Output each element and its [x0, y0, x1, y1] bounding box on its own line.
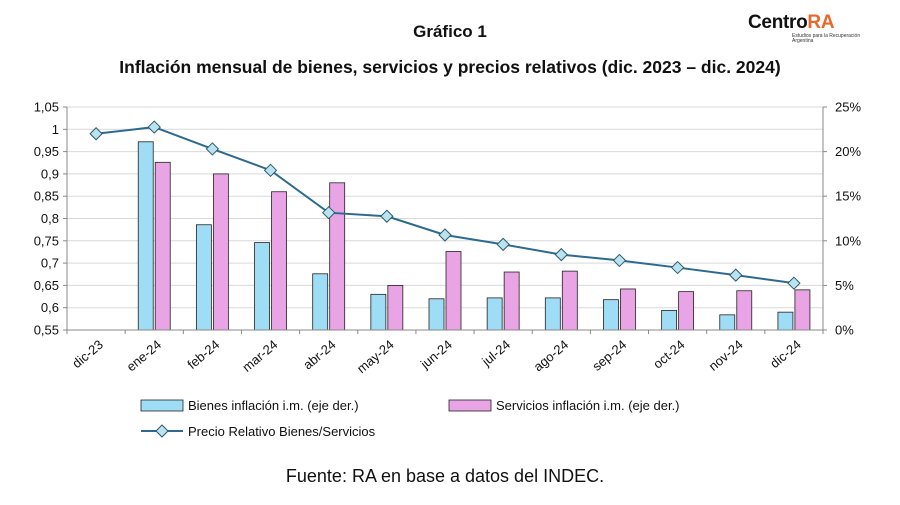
price-ratio-marker [787, 276, 801, 290]
x-tick-label: sep-24 [589, 337, 629, 374]
left-tick-label: 0,9 [41, 166, 59, 181]
price-ratio-marker [670, 260, 685, 275]
right-tick-label: 10% [835, 233, 861, 248]
left-tick-label: 0,75 [34, 233, 59, 248]
price-ratio-marker [380, 209, 394, 223]
price-ratio-marker [205, 142, 220, 156]
left-tick-label: 0,8 [41, 211, 59, 226]
x-tick-label: jun-24 [417, 337, 455, 372]
servicios-bar [329, 182, 346, 331]
price-ratio-marker [438, 228, 452, 242]
x-tick-label: ago-24 [531, 337, 572, 375]
bienes-bar [312, 273, 329, 331]
x-tick-label: feb-24 [184, 337, 222, 372]
right-tick-label: 20% [835, 144, 861, 159]
bars [137, 141, 811, 331]
logo: CentroRA Estudios para la Recuperación A… [748, 12, 878, 44]
logo-tagline: Estudios para la Recuperación Argentina [792, 33, 861, 44]
x-tick-label: abr-24 [300, 337, 338, 373]
servicios-bar [620, 288, 636, 331]
left-tick-label: 0,95 [34, 144, 59, 159]
left-tick-label: 0,65 [34, 278, 59, 293]
servicios-bar [794, 289, 811, 331]
left-tick-label: 0,7 [41, 256, 59, 271]
legend-swatch-marker [155, 424, 169, 438]
x-tick-label: jul-24 [478, 337, 513, 370]
price-ratio-marker [89, 127, 103, 141]
legend-label-precio: Precio Relativo Bienes/Servicios [188, 424, 376, 439]
legend-label-servicios: Servicios inflación i.m. (eje der.) [496, 398, 680, 413]
servicios-bar [503, 271, 520, 331]
legend-swatch-bienes [140, 399, 184, 412]
left-tick-label: 0,85 [34, 189, 59, 204]
logo-wordmark: CentroRA [748, 12, 878, 34]
bienes-bar [544, 297, 561, 331]
bienes-bar [661, 309, 678, 331]
x-tick-label: may-24 [354, 337, 397, 376]
left-tick-label: 0,6 [41, 300, 59, 315]
price-ratio-marker [147, 120, 161, 134]
x-tick-label: ene-24 [124, 337, 165, 375]
bienes-bar [254, 242, 270, 331]
left-tick-label: 1,05 [34, 100, 59, 115]
chart-number-title: Gráfico 1 [413, 22, 487, 41]
gridlines [67, 106, 823, 331]
left-tick-label: 1 [52, 122, 59, 137]
legend-swatch-servicios [448, 399, 492, 412]
servicios-bar [736, 290, 753, 331]
source-note: Fuente: RA en base a datos del INDEC. [285, 466, 605, 486]
bienes-bar [195, 224, 212, 331]
x-tick-label: oct-24 [650, 337, 687, 372]
price-ratio-marker [321, 205, 336, 220]
servicios-bar [445, 251, 462, 331]
servicios-bar [678, 291, 695, 331]
bienes-bar [719, 314, 736, 331]
logo-accent: RA [807, 12, 835, 33]
logo-prefix: Centro [748, 12, 808, 33]
x-tick-label: dic-23 [69, 337, 106, 371]
servicios-bar [154, 161, 171, 331]
servicios-bar [561, 270, 578, 331]
price-ratio-marker [496, 237, 510, 252]
price-ratio-marker [263, 163, 278, 178]
right-tick-label: 5% [835, 278, 854, 293]
bienes-bar [777, 311, 794, 331]
chart-title: Inflación mensual de bienes, servicios y… [119, 57, 781, 77]
right-tick-label: 0% [835, 323, 854, 338]
right-tick-label: 15% [835, 189, 861, 204]
bienes-bar [137, 141, 154, 331]
bienes-bar [370, 293, 387, 331]
price-ratio-marker [612, 253, 627, 268]
price-ratio-marker [554, 247, 569, 262]
right-tick-label: 25% [835, 100, 861, 115]
bienes-bar [486, 297, 503, 331]
price-ratio-line [89, 120, 801, 290]
x-tick-label: mar-24 [239, 337, 280, 375]
legend: Bienes inflación i.m. (eje der.) Servicio… [140, 398, 680, 439]
servicios-bar [271, 191, 287, 331]
price-ratio-marker [729, 268, 743, 282]
x-tick-label: nov-24 [706, 337, 746, 374]
x-tick-label: dic-24 [767, 337, 804, 371]
bienes-bar [603, 299, 619, 331]
servicios-bar [387, 284, 404, 331]
servicios-bar [212, 173, 229, 331]
left-tick-label: 0,55 [34, 323, 59, 338]
bienes-bar [428, 298, 445, 331]
legend-label-bienes: Bienes inflación i.m. (eje der.) [188, 398, 359, 413]
